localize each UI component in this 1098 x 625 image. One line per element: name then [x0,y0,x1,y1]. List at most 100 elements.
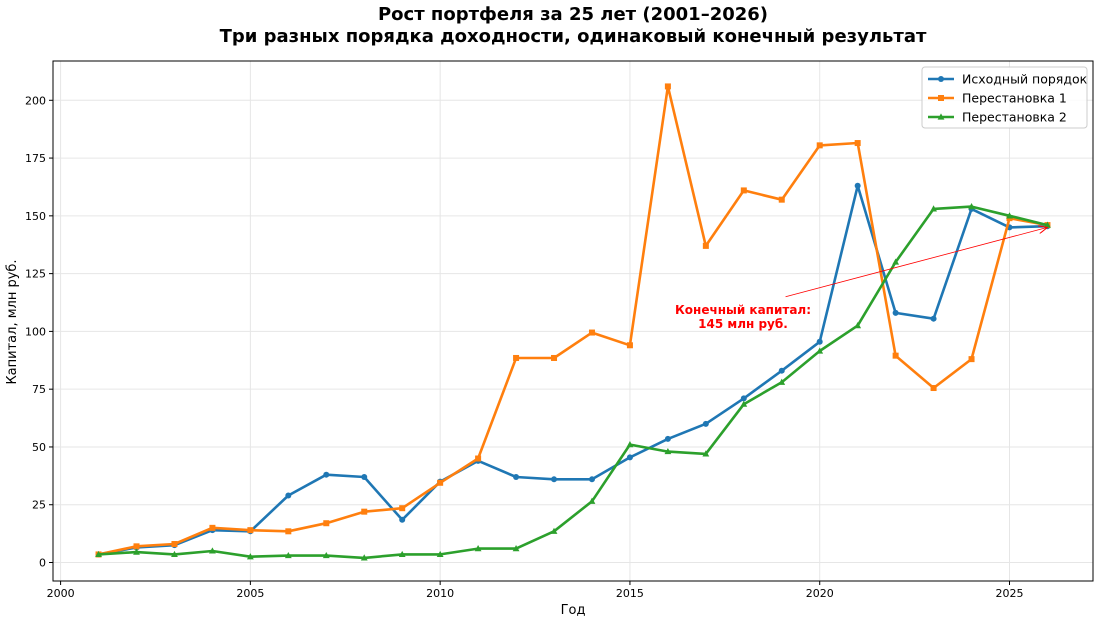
series-line [97,205,1049,560]
data-point [664,447,672,455]
data-point [702,420,709,427]
data-point [398,550,406,558]
data-point [892,309,899,316]
x-tick-label: 2000 [47,587,75,600]
legend: Исходный порядок Перестановка 1 Перестанов… [921,66,1088,129]
legend-label: Перестановка 2 [962,110,1067,125]
data-point [171,541,178,548]
data-point [892,258,900,265]
data-point [626,342,633,349]
data-point [854,182,861,189]
x-tick-label: 2015 [616,587,644,600]
data-point [778,378,786,385]
plot-frame [52,60,1094,582]
data-point [361,508,368,515]
legend-item-2: Перестановка 1 [928,91,1067,106]
data-point [437,479,444,486]
data-point [551,354,558,361]
legend-box [921,66,1088,129]
data-point [588,497,596,504]
data-point [171,550,178,558]
data-point [816,142,823,149]
data-point [209,547,216,554]
series-line [97,85,1049,556]
data-point [702,450,710,457]
y-tick-label: 125 [25,268,46,281]
series-1 [95,182,1051,558]
y-tick-label: 50 [32,441,46,454]
legend-label: Исходный порядок [962,72,1088,87]
series-3 [95,203,1051,561]
data-point [740,400,748,407]
data-point [588,329,595,336]
data-point [664,435,671,442]
grid [53,61,1093,581]
data-point [892,352,899,359]
data-point [1006,212,1013,219]
legend-item-1: Исходный порядок [928,72,1088,87]
data-point [247,527,254,534]
data-point [816,338,823,345]
axes: 2000 2005 2010 2015 2020 2025 0 25 50 75 100 125 150… [25,60,1094,600]
data-point [778,367,785,374]
data-point [285,492,292,499]
legend-marker [938,76,944,82]
data-point [360,554,368,561]
data-point [513,474,520,480]
data-point [740,395,747,402]
x-tick-label: 2005 [236,587,264,600]
data-point [740,187,747,194]
annotation-text-line1: Конечный капитал: [675,303,811,317]
data-point [854,140,861,147]
x-tick-label: 2020 [806,587,834,600]
series-layer [95,83,1051,561]
y-tick-label: 75 [32,383,46,396]
data-point [626,441,634,448]
data-point [930,205,937,212]
chart-subtitle: Три разных порядка доходности, одинаковы… [220,26,927,47]
y-tick-label: 100 [25,325,46,338]
y-tick-label: 0 [39,557,46,570]
data-point [854,322,862,329]
annotation: Конечный капитал:145 млн руб. [675,227,1047,331]
legend-item-3: Перестановка 2 [928,110,1067,125]
y-axis-label: Капитал, млн руб. [5,259,20,384]
y-tick-label: 25 [32,499,46,512]
data-point [209,524,216,531]
data-point [322,551,330,559]
data-point [968,356,975,363]
data-point [361,474,368,480]
data-point [246,553,254,560]
data-point [930,315,937,322]
series-2 [95,83,1051,558]
data-point [436,550,444,558]
data-point [285,528,292,535]
annotation-arrow [785,227,1048,298]
y-tick-label: 200 [25,94,46,107]
data-point [399,516,406,523]
data-point [284,551,292,559]
data-point [95,550,102,558]
legend-marker [937,113,945,120]
data-point [474,545,482,552]
data-point [512,545,520,552]
x-tick-label: 2025 [995,587,1023,600]
data-point [702,242,709,249]
data-point [816,347,824,354]
y-tick-label: 175 [25,152,46,165]
x-tick-label: 2010 [426,587,454,600]
x-axis-label: Год [561,603,586,618]
legend-marker [938,95,944,101]
annotation-text-line2: 145 млн руб. [698,317,788,331]
data-point [475,455,482,462]
data-point [626,454,633,461]
data-point [399,505,406,512]
data-point [550,527,558,534]
legend-label: Перестановка 1 [962,91,1067,106]
data-point [323,471,330,478]
data-point [133,548,140,555]
data-point [930,385,937,392]
data-point [778,196,785,203]
